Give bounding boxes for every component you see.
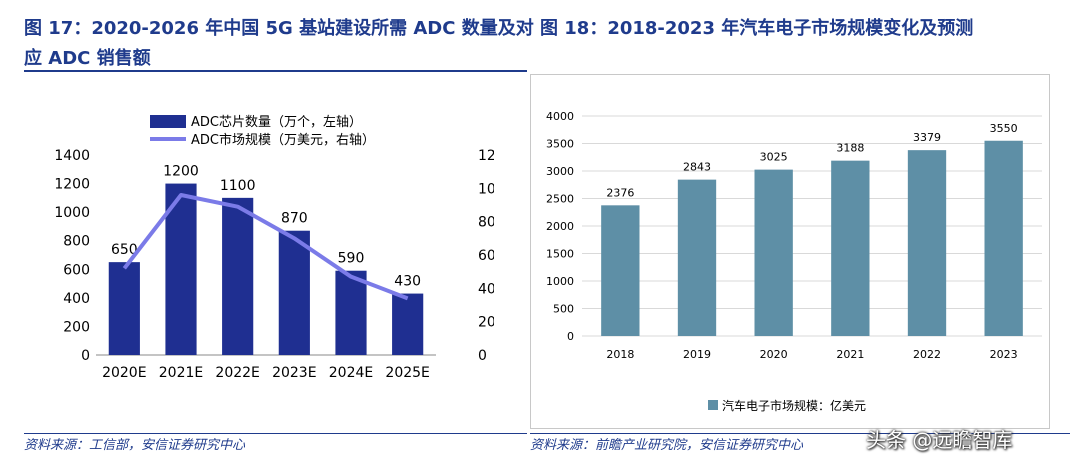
bar-data-label: 3188 xyxy=(836,142,864,155)
bar xyxy=(165,183,197,355)
x-tick-label: 2024E xyxy=(329,365,373,381)
adc-chart: 0 200 400 600 800 1000 1200 1400 0 2000 4000 6000 80… xyxy=(54,115,494,381)
right-source-note: 资料来源：前瞻产业研究院，安信证券研究中心 xyxy=(530,438,804,453)
bar xyxy=(335,270,367,355)
y-tick-label: 500 xyxy=(553,303,574,316)
bar xyxy=(907,150,947,336)
y-left-tick-label: 1000 xyxy=(54,205,90,221)
y-left-tick-label: 400 xyxy=(63,291,90,307)
legend-swatch-bar xyxy=(150,115,186,128)
legend-swatch xyxy=(708,400,718,410)
right-figure-title: 图 18：2018-2023 年汽车电子市场规模变化及预测 xyxy=(540,18,974,39)
bar xyxy=(677,179,717,336)
bar xyxy=(278,230,310,355)
x-tick-label: 2023 xyxy=(990,348,1018,361)
y-left-tick-label: 200 xyxy=(63,319,90,335)
y-tick-label: 1000 xyxy=(546,275,574,288)
x-tick-label: 2022 xyxy=(913,348,941,361)
x-tick-label: 2022E xyxy=(215,365,259,381)
x-tick-label: 2020 xyxy=(760,348,788,361)
bar xyxy=(108,262,140,355)
line-series xyxy=(122,193,409,301)
bar-data-label: 430 xyxy=(394,274,421,290)
y-left-tick-label: 600 xyxy=(63,262,90,278)
x-tick-label: 2019 xyxy=(683,348,711,361)
bar-data-label: 3550 xyxy=(990,122,1018,135)
left-title-rule xyxy=(24,70,527,72)
y-left-tick-label: 1200 xyxy=(54,177,90,193)
x-tick-label: 2018 xyxy=(606,348,634,361)
bar-data-label: 3379 xyxy=(913,131,941,144)
y-right-tick-label: 4000 xyxy=(478,281,494,297)
y-tick-label: 0 xyxy=(567,330,574,343)
y-left-tick-label: 800 xyxy=(63,234,90,250)
right-source-rule xyxy=(530,433,1070,434)
bar xyxy=(222,197,254,355)
legend-label: 汽车电子市场规模：亿美元 xyxy=(722,398,866,413)
legend-label-bar: ADC芯片数量（万个，左轴） xyxy=(191,115,362,130)
bar-data-label: 650 xyxy=(111,242,138,258)
bar-data-label: 1100 xyxy=(220,178,256,194)
y-right-tick-label: 0 xyxy=(478,348,487,364)
x-tick-label: 2020E xyxy=(102,365,146,381)
y-right-tick-label: 2000 xyxy=(478,315,494,331)
bar xyxy=(392,293,424,355)
y-right-tick-label: 8000 xyxy=(478,215,494,231)
bar xyxy=(984,140,1023,336)
y-left-tick-label: 1400 xyxy=(54,148,90,164)
bar-data-label: 870 xyxy=(281,211,308,227)
watermark: 头条 @远瞻智库 xyxy=(866,428,1013,452)
bar-data-label: 2843 xyxy=(683,161,711,174)
bar-data-label: 3025 xyxy=(760,151,788,164)
bar xyxy=(831,160,870,336)
x-tick-label: 2025E xyxy=(385,365,429,381)
y-tick-label: 3000 xyxy=(546,165,574,178)
y-right-tick-label: 10000 xyxy=(478,181,494,197)
y-right-tick-label: 6000 xyxy=(478,248,494,264)
left-source-rule xyxy=(24,433,527,434)
legend-label-line: ADC市场规模（万美元，右轴） xyxy=(191,132,375,148)
bar-data-label: 1200 xyxy=(163,164,199,180)
bar-data-label: 590 xyxy=(338,251,365,267)
left-source-note: 资料来源：工信部，安信证券研究中心 xyxy=(24,438,246,453)
bar-data-label: 2376 xyxy=(606,186,634,199)
x-tick-label: 2021E xyxy=(159,365,203,381)
y-tick-label: 2500 xyxy=(546,193,574,206)
y-tick-label: 1500 xyxy=(546,248,574,261)
left-figure-title: 图 17：2020-2026 年中国 5G 基站建设所需 ADC 数量及对应 A… xyxy=(24,18,534,69)
y-right-tick-label: 12000 xyxy=(478,148,494,164)
y-left-tick-label: 0 xyxy=(81,348,90,364)
y-tick-label: 2000 xyxy=(546,220,574,233)
bar xyxy=(601,205,640,336)
y-tick-label: 4000 xyxy=(546,110,574,123)
x-tick-label: 2021 xyxy=(836,348,864,361)
x-tick-label: 2023E xyxy=(272,365,316,381)
auto-electronics-chart: 0 500 1000 1500 2000 2500 3000 3500 4000 2376 2018… xyxy=(530,74,1050,429)
y-tick-label: 3500 xyxy=(546,138,574,151)
bar xyxy=(754,169,793,336)
